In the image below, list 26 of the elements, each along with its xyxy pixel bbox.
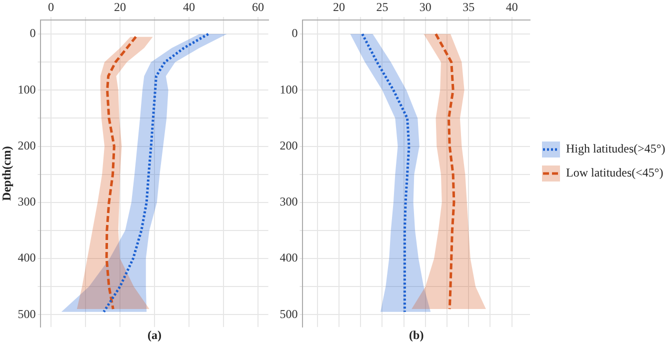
x-tick-label: 30 [419, 0, 432, 14]
x-tick-label: 20 [114, 0, 126, 14]
y-tick-label: 500 [280, 306, 298, 321]
x-tick-label: 25 [376, 0, 388, 14]
legend-label: Low latitudes(<45°) [566, 166, 664, 180]
y-tick-label: 500 [18, 306, 36, 321]
x-tick-label: 60 [252, 0, 264, 14]
x-tick-label: 20 [333, 0, 345, 14]
y-tick-label: 0 [292, 26, 298, 40]
y-tick-label: 200 [18, 138, 36, 152]
y-tick-label: 100 [280, 82, 298, 96]
y-tick-label: 400 [280, 250, 298, 265]
y-tick-label: 300 [18, 194, 36, 209]
x-axis-title: (b) [409, 328, 424, 342]
y-tick-label: 0 [30, 26, 36, 40]
x-axis-title: (a) [148, 328, 162, 342]
legend-label: High latitudes(>45°) [566, 142, 666, 156]
y-tick-label: 400 [18, 250, 36, 265]
x-tick-label: 0 [48, 0, 54, 14]
x-tick-label: 35 [462, 0, 475, 14]
y-tick-label: 300 [280, 194, 298, 209]
y-tick-label: 200 [280, 138, 298, 152]
x-tick-label: 40 [182, 0, 195, 14]
y-axis-title: Depth(cm) [0, 146, 14, 201]
x-tick-label: 40 [506, 0, 518, 14]
y-tick-label: 100 [18, 82, 36, 96]
